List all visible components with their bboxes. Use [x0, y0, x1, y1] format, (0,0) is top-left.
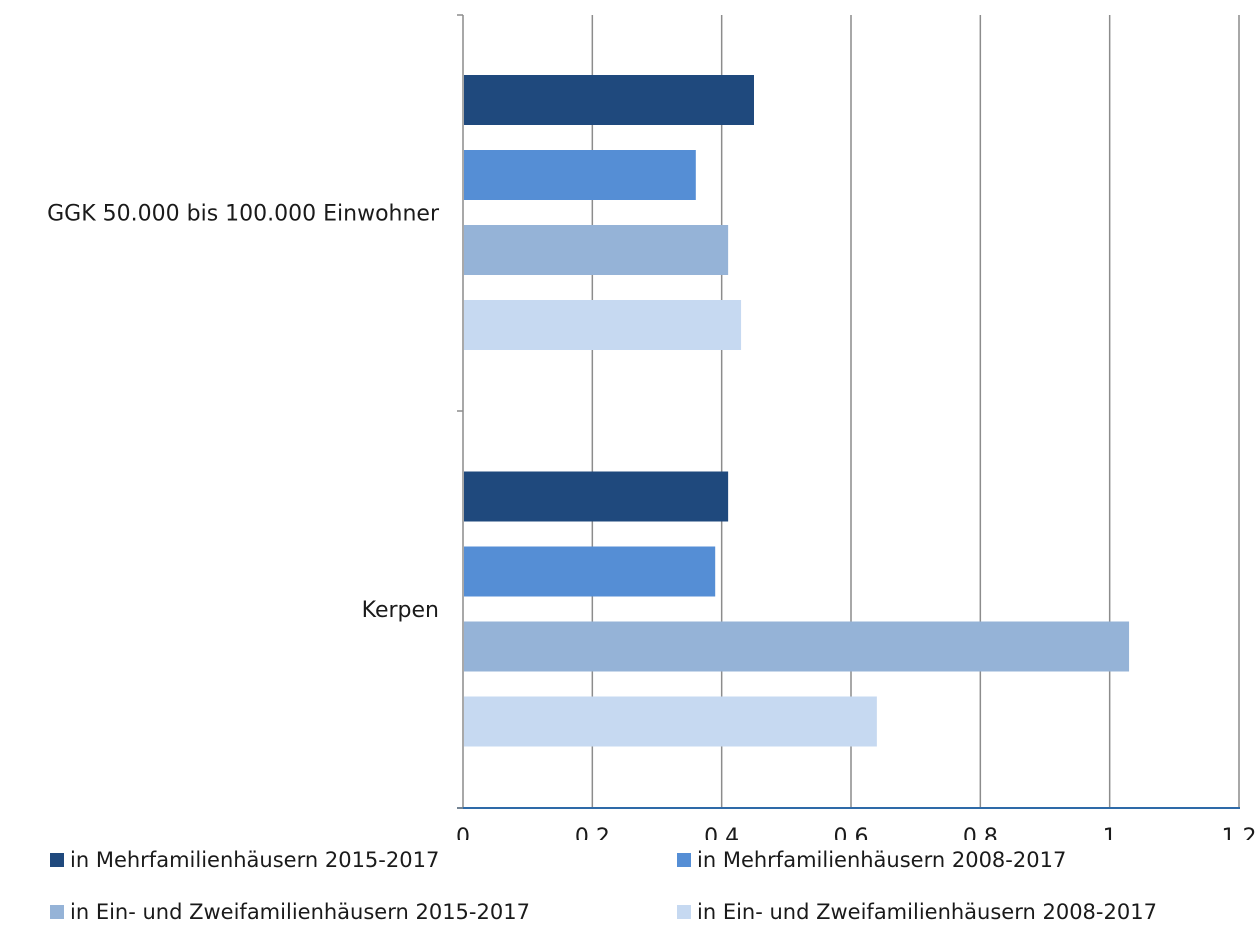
x-tick-label: 1	[1103, 825, 1117, 840]
bar	[464, 300, 742, 350]
x-tick-label: 0,8	[963, 825, 998, 840]
x-tick-labels: 0 0,2 0,4 0,6 0,8 1 1,2	[456, 825, 1257, 840]
legend-swatch-icon	[677, 853, 691, 867]
legend-item: in Mehrfamilienhäusern 2015-2017	[50, 848, 439, 872]
bar	[464, 225, 729, 275]
legend-item: in Mehrfamilienhäusern 2008-2017	[677, 848, 1066, 872]
bar	[464, 75, 754, 125]
axes	[457, 14, 1240, 809]
legend-item: in Ein- und Zweifamilienhäusern 2015-201…	[50, 900, 530, 924]
category-label: GGK 50.000 bis 100.000 Einwohner	[47, 202, 440, 227]
legend-label: in Mehrfamilienhäusern 2008-2017	[697, 848, 1067, 872]
category-labels: GGK 50.000 bis 100.000 Einwohner Kerpen	[47, 202, 440, 624]
legend-label: in Mehrfamilienhäusern 2015-2017	[70, 848, 440, 872]
x-tick-label: 0,6	[834, 825, 869, 840]
legend-swatch-icon	[50, 853, 64, 867]
legend-label: in Ein- und Zweifamilienhäusern 2008-201…	[697, 900, 1157, 924]
bars	[464, 75, 1130, 747]
bar-chart: 0 0,2 0,4 0,6 0,8 1 1,2 GGK 50.000 bis 100.000…	[47, 14, 1257, 840]
x-tick-label: 0,4	[704, 825, 739, 840]
legend-swatch-icon	[50, 905, 64, 919]
legend-swatch-icon	[677, 905, 691, 919]
x-tick-label: 1,2	[1222, 825, 1257, 840]
x-tick-label: 0,2	[575, 825, 610, 840]
legend-item: in Ein- und Zweifamilienhäusern 2008-201…	[677, 900, 1157, 924]
bar	[464, 471, 729, 522]
bar	[464, 696, 877, 747]
legend-label: in Ein- und Zweifamilienhäusern 2015-201…	[70, 900, 530, 924]
legend: in Mehrfamilienhäusern 2015-2017 in Mehr…	[50, 848, 1250, 948]
x-tick-label: 0	[456, 825, 470, 840]
bar	[464, 621, 1130, 672]
bar	[464, 150, 696, 200]
gridlines	[591, 15, 1240, 808]
category-label: Kerpen	[362, 598, 439, 623]
bar	[464, 546, 716, 597]
